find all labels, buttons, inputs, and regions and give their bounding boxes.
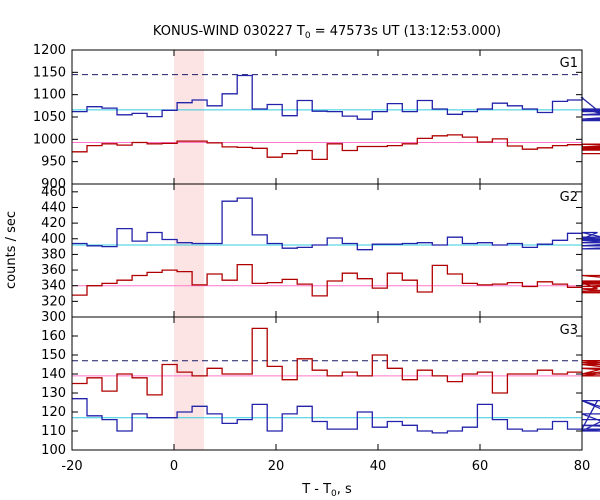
y-tick-label: 420: [41, 216, 66, 231]
panel-label: G3: [560, 323, 578, 338]
x-tick-label: 60: [472, 459, 489, 474]
y-tick-label: 1150: [33, 65, 66, 80]
x-tick-label: 0: [170, 459, 178, 474]
y-tick-label: 160: [41, 329, 66, 344]
panel-label: G1: [560, 56, 578, 71]
y-tick-label: 150: [41, 348, 66, 363]
panel-frame: [71, 316, 583, 451]
y-tick-label: 460: [41, 185, 66, 200]
series-dark_red: [72, 327, 600, 396]
x-tick-label: -20: [61, 459, 82, 474]
highlight-band: [174, 50, 205, 184]
y-tick-label: 1100: [33, 88, 66, 103]
y-tick-label: 120: [41, 405, 66, 420]
y-tick-label: 1050: [33, 110, 66, 125]
y-tick-label: 1200: [33, 43, 66, 58]
chart-title: KONUS-WIND 030227 T0 = 47573s UT (13:12:…: [153, 24, 501, 41]
y-tick-label: 110: [41, 424, 66, 439]
y-tick-label: 140: [41, 367, 66, 382]
x-tick-label: 20: [268, 459, 285, 474]
y-tick-label: 900: [41, 177, 66, 192]
series-blue: [72, 74, 600, 122]
x-axis-ticks: -20 0 20 40 60 80: [61, 459, 590, 474]
y-tick-label: 300: [41, 310, 66, 325]
panel-frame: [71, 183, 583, 318]
panel-g1: 900 950 1000 1050 1100 1150 1200 G1: [33, 43, 600, 192]
y-tick-label: 100: [41, 443, 66, 458]
panels-group: 900 950 1000 1050 1100 1150 1200 G1 300320340360…: [33, 43, 600, 458]
y-tick-label: 440: [41, 200, 66, 215]
panel-g3: 100 110 120 130 140 150 160 G3: [41, 316, 600, 458]
y-tick-label: 360: [41, 263, 66, 278]
y-tick-label: 380: [41, 247, 66, 262]
highlight-band: [174, 184, 205, 317]
series-blue: [72, 197, 600, 251]
y-tick-label: 130: [41, 386, 66, 401]
y-tick-label: 1000: [33, 132, 66, 147]
highlight-band: [174, 317, 205, 450]
series-blue: [72, 398, 600, 434]
series-red: [72, 134, 600, 161]
y-tick-label: 950: [41, 155, 66, 170]
y-tick-label: 400: [41, 232, 66, 247]
panel-label: G2: [560, 190, 578, 205]
y-axis-label: counts / sec: [4, 211, 19, 289]
y-tick-label: 320: [41, 294, 66, 309]
series-red: [72, 263, 600, 297]
x-axis-label: T - T0, s: [301, 482, 352, 499]
x-tick-label: 40: [370, 459, 387, 474]
y-tick-label: 340: [41, 279, 66, 294]
x-tick-label: 80: [574, 459, 591, 474]
